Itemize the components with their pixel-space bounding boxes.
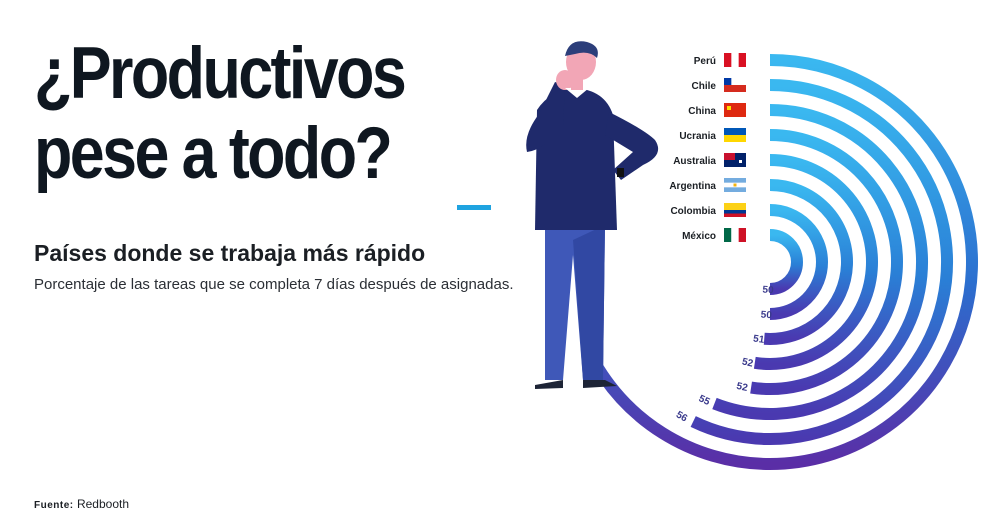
value-label-chile: 56 [674,409,689,424]
arc-chile [690,79,953,445]
chile-flag-icon [724,78,746,92]
value-label-australia: 52 [741,356,755,369]
arc-ucrania [750,129,903,395]
argentina-flag-icon [724,178,746,192]
ukraine-flag-icon [724,128,746,142]
country-label-méxico: México [682,231,716,242]
title-line-1: ¿Productivos [34,33,407,114]
title-line-2: pese a todo? [34,113,393,194]
value-label-colombia: 50 [760,309,772,321]
china-flag-icon [724,103,746,117]
value-label-ucrania: 52 [735,381,749,394]
chart-subtitle: Países donde se trabaja más rápido [34,240,426,266]
country-label-argentina: Argentina [669,181,716,192]
country-label-colombia: Colombia [670,206,716,217]
value-label-china: 55 [697,393,712,408]
australia-flag-icon [724,153,746,167]
arc-colombia [769,204,828,320]
arc-china [712,104,928,420]
country-label-australia: Australia [673,156,716,167]
country-label-ucrania: Ucrania [679,131,716,142]
source-label: Fuente: [34,500,74,511]
value-label-méxico: 50 [762,285,774,297]
chart-arcs [589,54,978,470]
peru-flag-icon [724,53,746,67]
country-label-chile: Chile [692,81,717,92]
title-cursor-underline [457,205,491,210]
country-label-china: China [688,106,716,117]
chart-description: Porcentaje de las tareas que se completa… [34,276,514,293]
arc-argentina [763,179,853,345]
colombia-flag-icon [724,203,746,217]
source-note: Fuente: Redbooth [34,497,129,511]
chart-labels: 64Perú56Chile55China52Ucrania52Australia… [580,53,774,425]
country-label-perú: Perú [694,56,716,67]
arc-méxico [769,229,803,295]
arc-perú [589,54,978,470]
value-label-argentina: 51 [752,333,765,346]
page-title: ¿Productivos pese a todo? [34,33,407,194]
mexico-flag-icon [724,228,746,242]
thinking-man-illustration [526,41,659,389]
source-value: Redbooth [76,497,129,511]
arc-australia [753,154,878,370]
